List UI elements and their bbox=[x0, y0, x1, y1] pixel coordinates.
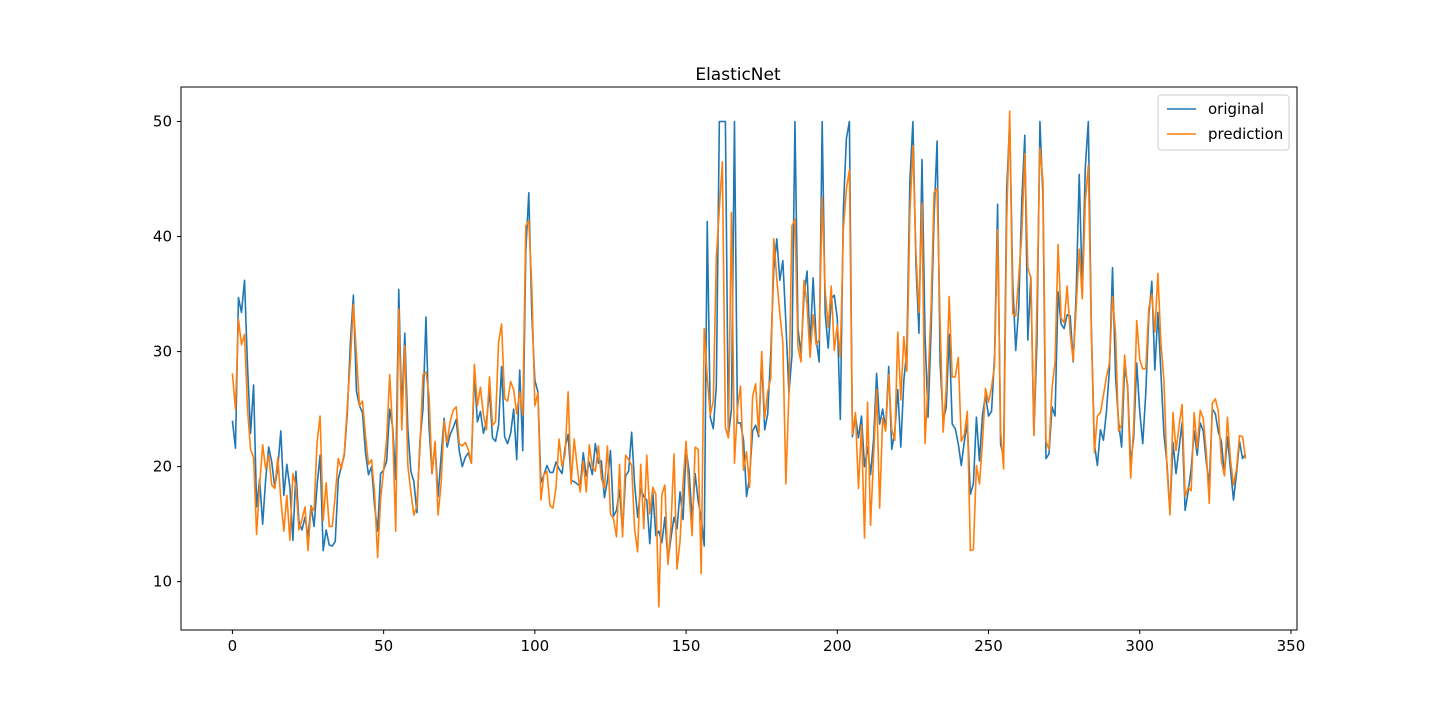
x-tick-label: 200 bbox=[823, 637, 852, 655]
series-line-prediction bbox=[231, 110, 1247, 608]
y-tick-label: 10 bbox=[153, 573, 172, 591]
y-tick-label: 50 bbox=[153, 113, 172, 131]
plot-frame bbox=[180, 86, 1298, 631]
y-tick-label: 40 bbox=[153, 228, 172, 246]
x-tick-label: 50 bbox=[374, 637, 393, 655]
x-tick-label: 300 bbox=[1125, 637, 1154, 655]
legend: original prediction bbox=[1157, 94, 1290, 151]
x-tick-label: 250 bbox=[974, 637, 1003, 655]
y-axis: 10 20 30 40 50 bbox=[153, 113, 181, 591]
x-tick-label: 0 bbox=[228, 637, 238, 655]
legend-label-prediction: prediction bbox=[1208, 125, 1283, 143]
series-layer bbox=[231, 110, 1247, 608]
x-axis: 0 50 100 150 200 250 300 350 bbox=[228, 630, 1306, 655]
x-tick-label: 350 bbox=[1277, 637, 1306, 655]
x-tick-label: 150 bbox=[672, 637, 701, 655]
x-tick-label: 100 bbox=[521, 637, 550, 655]
legend-label-original: original bbox=[1208, 100, 1264, 118]
y-tick-label: 30 bbox=[153, 343, 172, 361]
chart-title: ElasticNet bbox=[695, 65, 781, 85]
y-tick-label: 20 bbox=[153, 458, 172, 476]
